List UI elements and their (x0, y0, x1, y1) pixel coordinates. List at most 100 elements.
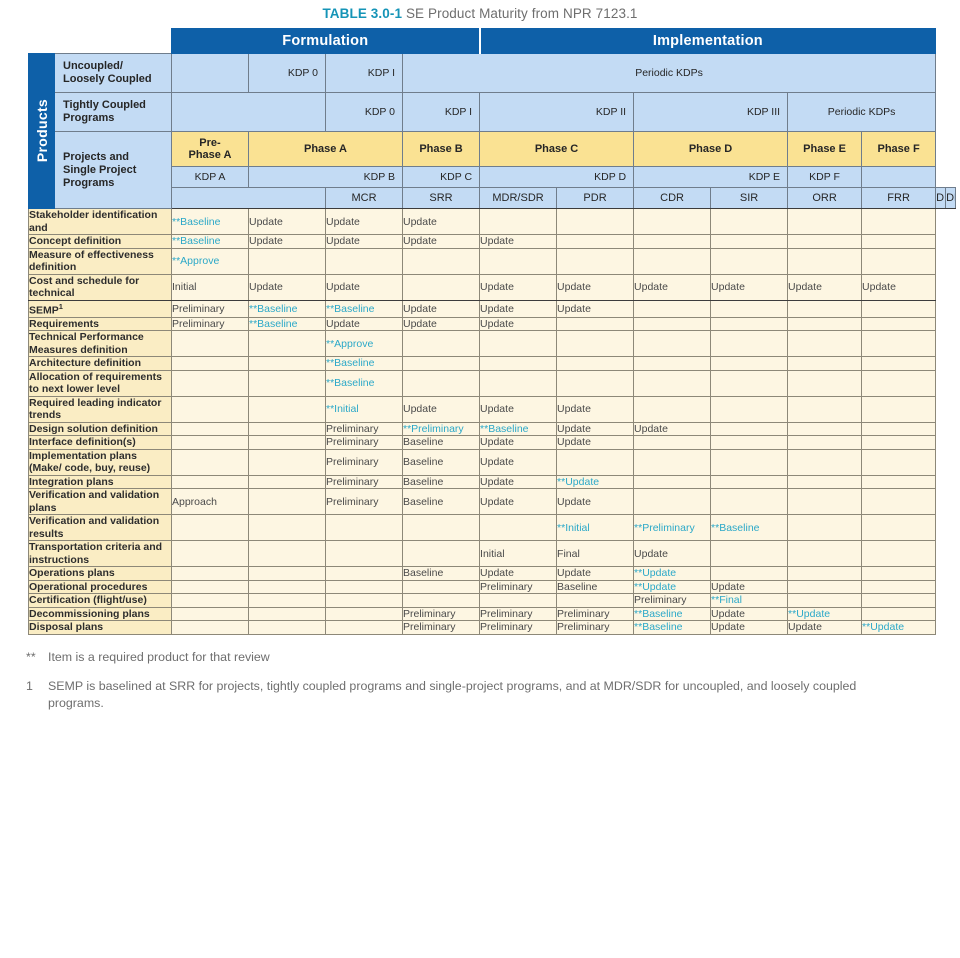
data-cell-r11-c9 (861, 435, 937, 450)
data-cell-r11-c8 (787, 435, 863, 450)
data-cell-r0-c3: Update (401, 208, 481, 235)
data-cell-r17-c3: Baseline (401, 566, 481, 581)
data-cell-r6-c0 (171, 330, 249, 357)
data-cell-r6-c7 (710, 330, 789, 357)
data-cell-r7-c9 (861, 356, 937, 371)
data-cell-r14-c9 (861, 488, 937, 515)
data-cell-r8-c0 (171, 369, 249, 397)
footnote-mark: ** (26, 649, 36, 664)
data-cell-r6-c4 (479, 330, 558, 357)
kdp-uncoupled-0 (171, 53, 249, 93)
data-cell-r8-c1 (248, 369, 326, 397)
data-cell-r3-c4: Update (479, 273, 558, 301)
kdp-project-2: KDP C (401, 166, 481, 188)
data-cell-r16-c8 (787, 540, 863, 567)
row-label-13: Integration plans (28, 474, 172, 489)
data-cell-r4-c5: Update (556, 299, 635, 318)
data-cell-r14-c8 (787, 488, 863, 515)
kdp-project-5: KDP F (787, 166, 863, 188)
review-header-srr: SRR (401, 187, 481, 209)
data-cell-r16-c7 (710, 540, 789, 567)
data-cell-r16-c3 (401, 540, 481, 567)
products-label-text: Products (33, 99, 50, 163)
data-cell-r15-c6: **Preliminary (633, 514, 712, 541)
data-cell-r5-c3: Update (401, 316, 481, 331)
data-cell-r7-c1 (248, 356, 326, 371)
data-cell-r18-c3 (401, 579, 481, 594)
data-cell-r1-c4: Update (479, 234, 558, 249)
data-cell-r20-c4: Preliminary (479, 606, 558, 621)
data-cell-r5-c5 (556, 316, 635, 331)
data-cell-r13-c6 (633, 474, 712, 489)
data-cell-r8-c9 (861, 369, 937, 397)
products-side-label: Products (28, 53, 55, 209)
row-label-2: Measure of effectiveness definition (28, 247, 172, 275)
phase-cell-3: Phase C (479, 131, 635, 167)
data-cell-r8-c3 (401, 369, 481, 397)
data-cell-r21-c5: Preliminary (556, 620, 635, 635)
footnote-text: Item is a required product for that revi… (48, 649, 270, 664)
data-cell-r14-c6 (633, 488, 712, 515)
kdp-project-3: KDP D (479, 166, 635, 188)
data-cell-r10-c4: **Baseline (479, 421, 558, 436)
data-cell-r18-c1 (248, 579, 326, 594)
data-cell-r2-c1 (248, 247, 326, 275)
data-cell-r11-c2: Preliminary (325, 435, 403, 450)
data-cell-r3-c2: Update (325, 273, 403, 301)
data-cell-r12-c5 (556, 448, 635, 476)
review-row-spacer (171, 187, 326, 209)
data-cell-r17-c5: Update (556, 566, 635, 581)
data-cell-r19-c1 (248, 593, 326, 608)
data-cell-r21-c8: Update (787, 620, 863, 635)
data-cell-r12-c0 (171, 448, 249, 476)
data-cell-r12-c8 (787, 448, 863, 476)
footnote-mark: 1 (26, 678, 33, 693)
data-cell-r8-c8 (787, 369, 863, 397)
data-cell-r10-c2: Preliminary (325, 421, 403, 436)
row-label-10: Design solution definition (28, 421, 172, 436)
data-cell-r3-c8: Update (787, 273, 863, 301)
data-cell-r19-c7: **Final (710, 593, 789, 608)
data-cell-r21-c6: **Baseline (633, 620, 712, 635)
data-cell-r21-c7: Update (710, 620, 789, 635)
data-cell-r6-c9 (861, 330, 937, 357)
data-cell-r6-c2: **Approve (325, 330, 403, 357)
table-corner-blank (28, 28, 172, 54)
data-cell-r18-c6: **Update (633, 579, 712, 594)
data-cell-r12-c9 (861, 448, 937, 476)
data-cell-r0-c7 (710, 208, 789, 235)
review-header-sir: SIR (710, 187, 789, 209)
data-cell-r19-c3 (401, 593, 481, 608)
review-header-frr: FRR (861, 187, 937, 209)
data-cell-r0-c2: Update (325, 208, 403, 235)
data-cell-r20-c6: **Baseline (633, 606, 712, 621)
data-cell-r2-c3 (401, 247, 481, 275)
data-cell-r7-c2: **Baseline (325, 356, 403, 371)
data-cell-r2-c5 (556, 247, 635, 275)
review-header-pdr: PDR (556, 187, 635, 209)
data-cell-r2-c8 (787, 247, 863, 275)
data-cell-r12-c7 (710, 448, 789, 476)
data-cell-r13-c8 (787, 474, 863, 489)
data-cell-r1-c6 (633, 234, 712, 249)
data-cell-r11-c1 (248, 435, 326, 450)
data-cell-r13-c0 (171, 474, 249, 489)
data-cell-r9-c2: **Initial (325, 395, 403, 423)
data-cell-r1-c2: Update (325, 234, 403, 249)
phase-header-implementation: Implementation (479, 28, 937, 54)
row-label-1: Concept definition (28, 234, 172, 249)
data-cell-r20-c7: Update (710, 606, 789, 621)
data-cell-r18-c4: Preliminary (479, 579, 558, 594)
data-cell-r5-c1: **Baseline (248, 316, 326, 331)
data-cell-r11-c7 (710, 435, 789, 450)
data-cell-r18-c0 (171, 579, 249, 594)
data-cell-r5-c2: Update (325, 316, 403, 331)
data-cell-r3-c5: Update (556, 273, 635, 301)
data-cell-r10-c9 (861, 421, 937, 436)
data-cell-r21-c4: Preliminary (479, 620, 558, 635)
data-cell-r9-c8 (787, 395, 863, 423)
row-label-16: Transportation criteria and instructions (28, 540, 172, 567)
data-cell-r14-c1 (248, 488, 326, 515)
row-label-5: Requirements (28, 316, 172, 331)
row-label-7: Architecture definition (28, 356, 172, 371)
